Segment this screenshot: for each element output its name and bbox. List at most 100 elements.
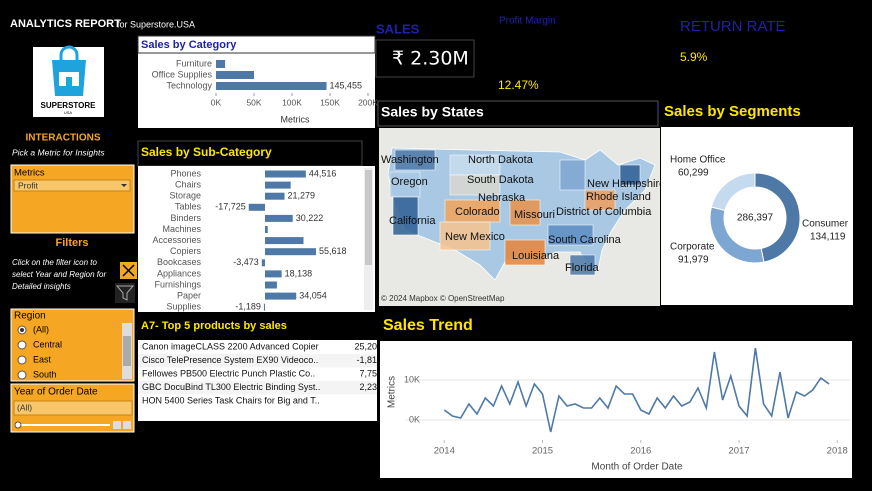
state-label: Florida: [565, 262, 600, 274]
state-label: South Dakota: [467, 174, 535, 186]
year-value: (All): [17, 402, 32, 412]
scrollbar-thumb: [123, 336, 131, 366]
slider-handle[interactable]: [14, 421, 22, 429]
bar: [216, 82, 327, 90]
radio-button[interactable]: [17, 340, 27, 350]
data-label: 145,455: [330, 80, 363, 90]
bar: [248, 203, 265, 211]
filters-title: Filters: [55, 237, 88, 249]
y-tick-label: Tables: [175, 202, 202, 212]
year-input[interactable]: [13, 400, 133, 416]
bar: [265, 248, 316, 256]
x-axis-title: Metrics: [281, 114, 310, 124]
table-body: Canon imageCLASS 2200 Advanced Copier 25,…: [138, 341, 377, 405]
y-tick-label: Chairs: [175, 179, 202, 189]
state-label: New Mexico: [445, 231, 505, 243]
state-region: [392, 196, 419, 236]
data-label: -3,473: [233, 257, 259, 267]
segment-name: Home Office: [670, 155, 726, 166]
state-label: Oregon: [391, 176, 428, 188]
state-label: North Dakota: [468, 154, 534, 166]
y-tick-label: Phones: [170, 168, 201, 178]
interactions-subtitle: Pick a Metric for Insights: [12, 147, 105, 157]
slider-next[interactable]: [123, 421, 131, 429]
state-label: Louisiana: [512, 250, 560, 262]
dropdown-arrow: [121, 184, 127, 187]
region-box: [10, 308, 135, 382]
metric-box: [10, 164, 135, 234]
bar: [261, 259, 265, 267]
slider-prev[interactable]: [113, 421, 121, 429]
bar: [265, 214, 293, 222]
panel: [380, 341, 852, 478]
data-label: 44,516: [309, 168, 337, 178]
product-name: Fellowes PB500 Electric Punch Plastic Co…: [142, 368, 315, 378]
logo-tagline: USA: [64, 110, 73, 115]
chart-title: Sales Trend: [383, 317, 473, 334]
y-tick-label: Appliances: [157, 268, 202, 278]
table-title: A7- Top 5 products by sales: [141, 320, 287, 332]
region-option: South: [33, 369, 57, 379]
metric-value: Profit: [18, 180, 38, 190]
radio-dot: [20, 328, 24, 332]
segment-value: 91,979: [678, 255, 709, 266]
region-option: (All): [33, 324, 49, 334]
interactions-title: INTERACTIONS: [26, 133, 101, 144]
state-region: [559, 159, 586, 191]
row-stripe: [138, 381, 377, 395]
scrollbar-thumb[interactable]: [365, 170, 372, 265]
y-tick-label: Storage: [169, 191, 201, 201]
state-region: [619, 164, 641, 186]
subcategory-plot: Phones 44,516 Chairs Storage 21,279 Tables -17…: [152, 168, 347, 312]
product-value: 2,23: [359, 382, 377, 392]
chart-title: Sales by Segments: [664, 103, 801, 120]
data-label: 18,138: [285, 268, 313, 278]
data-label: 55,618: [319, 246, 347, 256]
panel: [138, 166, 375, 312]
y-tick-label: Furniture: [176, 58, 212, 68]
filter-button[interactable]: [115, 283, 135, 303]
data-label: 21,279: [288, 191, 316, 201]
y-tick-label: 0K: [409, 414, 420, 424]
bar: [265, 192, 285, 200]
region-option: Central: [33, 339, 62, 349]
clear-icon: [122, 264, 135, 277]
state-region: [584, 189, 616, 211]
logo-handle: [59, 45, 79, 60]
y-tick-label: Paper: [177, 290, 201, 300]
metric-label: Metrics: [14, 168, 45, 179]
x-tick-label: 100K: [282, 97, 302, 107]
state-region: [449, 174, 501, 196]
data-label: 30,222: [296, 213, 324, 223]
filters-text: Detailed insights: [12, 282, 71, 291]
x-tick-label: 150K: [320, 97, 340, 107]
metric-dropdown[interactable]: [13, 179, 131, 192]
product-name: GBC DocuBind TL300 Electric Binding Syst…: [142, 382, 320, 392]
data-label: 34,054: [299, 290, 327, 300]
sales-value: ₹ 2.30M: [392, 48, 469, 70]
panel: [138, 340, 377, 421]
region-option: East: [33, 354, 52, 364]
filters-text: select Year and Region for: [12, 270, 106, 279]
bar: [265, 170, 306, 178]
state-label: California: [389, 215, 436, 227]
y-tick-label: Machines: [162, 224, 201, 234]
map-title: Sales by States: [381, 104, 484, 120]
report-title: ANALYTICS REPORT: [10, 18, 121, 30]
state-region: [504, 239, 546, 266]
logo-name: SUPERSTORE: [41, 101, 97, 110]
bar: [265, 181, 291, 189]
radio-button[interactable]: [17, 370, 27, 380]
y-tick-label: Supplies: [166, 302, 201, 312]
bar: [265, 281, 277, 289]
y-tick-label: Office Supplies: [152, 69, 213, 79]
state-label: Missouri: [514, 209, 555, 221]
margin-value: 12.47%: [498, 78, 539, 92]
radio-button[interactable]: [17, 355, 27, 365]
x-tick-label: 2015: [532, 446, 553, 457]
segment-name: Consumer: [802, 219, 849, 230]
x-tick-label: 0K: [211, 97, 222, 107]
bar: [265, 292, 297, 300]
